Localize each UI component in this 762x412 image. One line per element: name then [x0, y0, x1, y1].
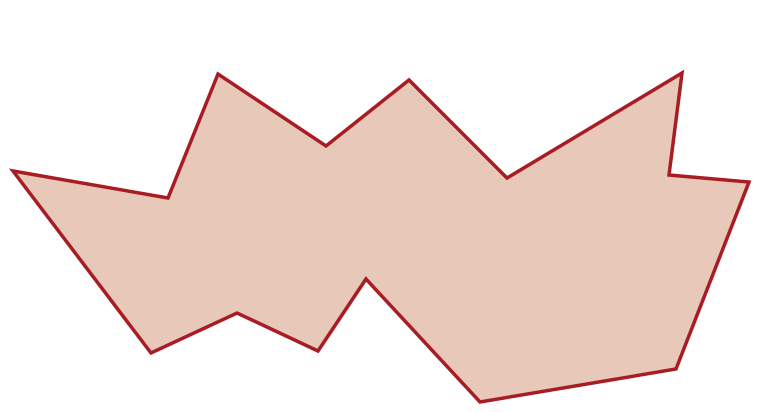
irregular-polygon-shape [8, 69, 752, 404]
